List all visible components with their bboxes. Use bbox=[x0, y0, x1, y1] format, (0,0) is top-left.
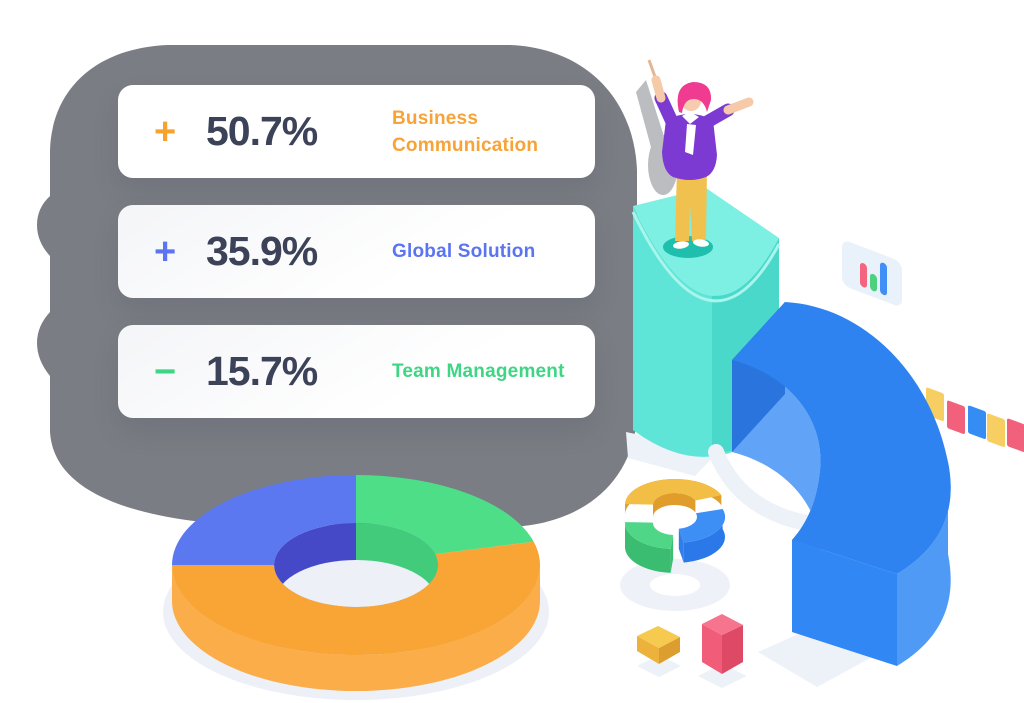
person-shoe bbox=[673, 241, 689, 249]
donut-front-band bbox=[172, 565, 540, 691]
plus-icon: + bbox=[154, 110, 176, 153]
stat-value: 35.9% bbox=[206, 228, 318, 274]
person-hair bbox=[677, 82, 712, 113]
tile-chain bbox=[926, 387, 1024, 452]
arc-shadow-swoosh bbox=[708, 444, 820, 532]
donut-slice-orange bbox=[171, 541, 540, 656]
stat-card-team-management: − 15.7% Team Management bbox=[118, 325, 595, 418]
yellow-cube bbox=[637, 626, 681, 677]
person bbox=[647, 59, 754, 249]
donut-slice-green bbox=[356, 475, 534, 555]
arc-end-face bbox=[792, 540, 897, 666]
blue-arc-segment bbox=[732, 302, 951, 666]
stat-card-global-solution: + 35.9% Global Solution bbox=[118, 205, 595, 298]
mini-bar-green bbox=[870, 273, 877, 292]
mini-bar-chart-card bbox=[842, 241, 902, 306]
small-donut-ring-shadow bbox=[620, 559, 730, 611]
stat-label: Team Management bbox=[392, 361, 565, 382]
arc-outer-wall bbox=[897, 462, 951, 666]
plus-icon: + bbox=[154, 230, 176, 273]
donut-hole bbox=[274, 523, 438, 607]
stat-card-business-communication: + 50.7% Business Communication bbox=[118, 85, 595, 178]
stat-label: Business Communication bbox=[392, 107, 539, 156]
big-donut-chart bbox=[163, 475, 549, 700]
stat-value: 50.7% bbox=[206, 108, 318, 154]
person-collar bbox=[682, 112, 699, 124]
mini-bar-pink bbox=[860, 263, 867, 288]
pink-cube bbox=[698, 614, 747, 688]
person-legs bbox=[675, 168, 707, 241]
minus-icon: − bbox=[154, 350, 176, 393]
small-donut-chart bbox=[620, 478, 730, 611]
stat-value: 15.7% bbox=[206, 348, 318, 394]
mini-bar-blue bbox=[880, 262, 887, 296]
person-shoe bbox=[693, 239, 709, 247]
person-tie bbox=[685, 124, 696, 155]
donut-slice-blue bbox=[172, 475, 356, 565]
small-donut-yellow bbox=[625, 478, 722, 505]
pedestal-shadow bbox=[626, 432, 718, 476]
arc-top-face bbox=[732, 302, 951, 574]
small-donut-blue bbox=[678, 509, 726, 543]
small-donut-green bbox=[624, 522, 674, 549]
stat-label: Global Solution bbox=[392, 241, 536, 262]
